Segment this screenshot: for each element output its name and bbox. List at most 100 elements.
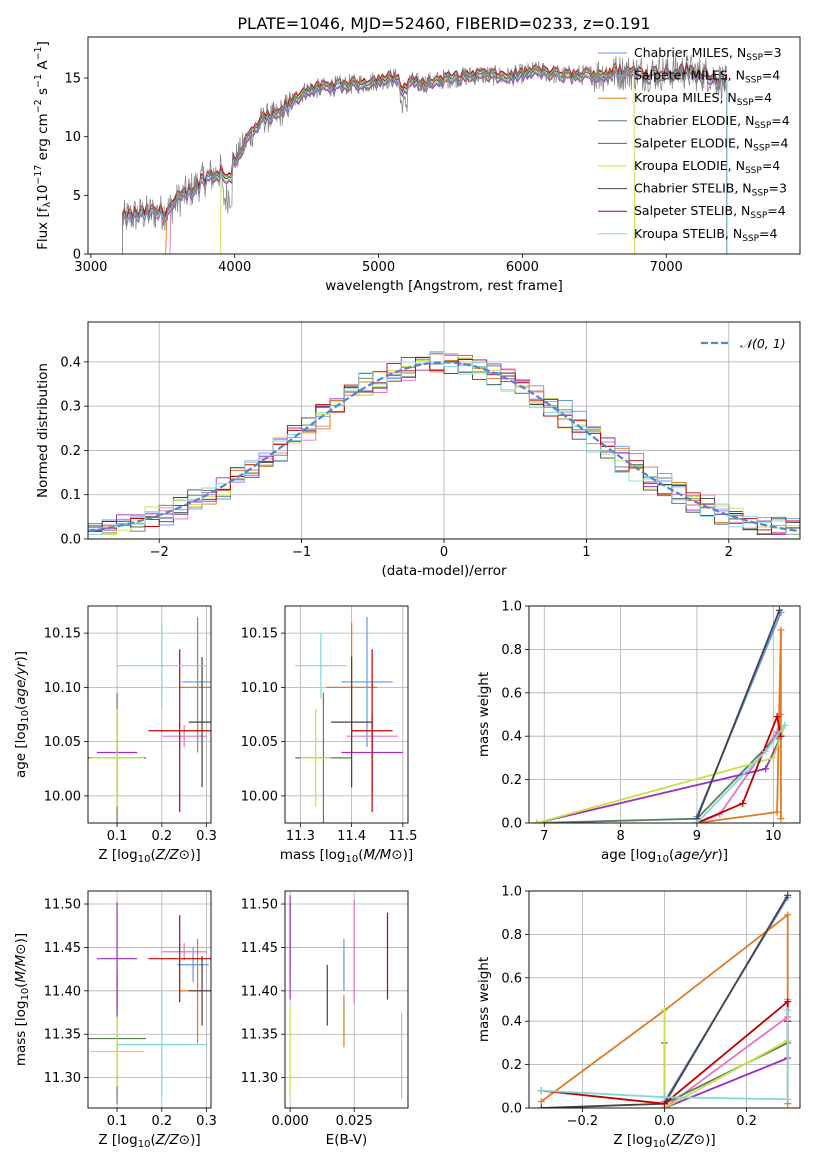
x-tick-label: 0.2 [736, 1114, 757, 1129]
x-tick-label: 0.3 [196, 829, 217, 844]
weight-series-line [663, 1010, 789, 1108]
x-tick-label: −0.2 [567, 1114, 599, 1129]
x-tick-label: 10 [765, 829, 782, 844]
axes-frame [528, 605, 801, 824]
x-tick-label: 6000 [506, 260, 539, 275]
y-tick-label: 10.15 [241, 627, 278, 642]
y-tick-label: 11.30 [44, 1071, 81, 1086]
y-tick-label: 11.40 [241, 984, 278, 999]
x-tick-label: 0.025 [336, 1114, 373, 1129]
x-tick-label: 4000 [218, 260, 251, 275]
y-tick-label: 10 [64, 130, 81, 145]
x-tick-label: 9 [693, 829, 701, 844]
y-tick-label: 10.05 [44, 735, 81, 750]
y-axis-label: Flux [fλ10−17 erg cm−2 s−1 A−1] [33, 41, 53, 250]
x-tick-label: 5000 [362, 260, 395, 275]
y-tick-label: 5 [73, 189, 81, 204]
x-tick-label: 7 [540, 829, 548, 844]
y-axis-label: mass weight [476, 672, 492, 757]
y-tick-label: 15 [64, 72, 81, 87]
weight-series-line [696, 629, 782, 823]
legend-entry: Chabrier STELIB, NSSP=3 [634, 181, 787, 199]
plot-area [289, 895, 403, 1100]
normal-legend-label: 𝒩(0, 1) [740, 336, 786, 351]
weight-series-line [696, 713, 782, 823]
y-tick-label: 0.0 [60, 533, 81, 548]
panel-mass_vs_EBV: 0.000 0.025 11.30 11.35 11.40 11.45 11.50 E(B-V… [241, 890, 409, 1148]
y-tick-label: 10.05 [241, 735, 278, 750]
x-tick-label: 1 [582, 545, 590, 560]
y-tick-label: 11.35 [241, 1028, 278, 1043]
y-tick-label: 10.00 [241, 789, 278, 804]
x-tick-label: −1 [292, 545, 311, 560]
x-axis-label: (data-model)/error [381, 563, 507, 579]
figure-title: PLATE=1046, MJD=52460, FIBERID=0233, z=0… [237, 14, 650, 33]
y-tick-label: 0.6 [501, 971, 522, 986]
panel-residuals: −2 −1 0 1 2 0.0 0.1 0.2 0.3 0.4 (data-model)/error… [35, 321, 801, 579]
y-tick-label: 11.50 [44, 898, 81, 913]
y-tick-label: 1.0 [501, 885, 522, 900]
x-axis-label: wavelength [Angstrom, rest frame] [325, 278, 563, 294]
weight-series-line [541, 1010, 789, 1101]
y-tick-label: 10.15 [44, 627, 81, 642]
plot-area [295, 616, 403, 823]
y-tick-label: 11.50 [241, 898, 278, 913]
x-axis-label: Z [log10(Z/Z⊙)] [98, 847, 200, 865]
plot-area [88, 351, 800, 536]
axes-frame [284, 890, 409, 1109]
y-tick-label: 10.10 [44, 681, 81, 696]
x-tick-label: 11.5 [388, 829, 417, 844]
panel-age_vs_Z: 0.1 0.2 0.3 10.00 10.05 10.10 10.15 age [log10(… [13, 605, 217, 865]
legend-entry: Salpeter ELODIE, NSSP=4 [634, 135, 789, 153]
x-tick-label: 0.3 [196, 1114, 217, 1129]
axes-frame [528, 890, 801, 1109]
x-tick-label: 0 [440, 545, 448, 560]
x-tick-label: 0.1 [107, 1114, 128, 1129]
x-tick-label: 0.2 [151, 1114, 172, 1129]
y-tick-label: 0.8 [501, 643, 522, 658]
x-axis-label: Z [log10(Z/Z⊙)] [613, 1132, 715, 1150]
y-axis-label: age [log10(age/yr)] [13, 651, 31, 778]
panel-weight_vs_Z: −0.2 0.0 0.2 0.0 0.2 0.4 0.6 0.8 1.0 mass weight Z… [476, 885, 801, 1150]
x-tick-label: 11.3 [286, 829, 315, 844]
legend-entry: Salpeter MILES, NSSP=4 [634, 68, 780, 86]
y-tick-label: 0.1 [60, 488, 81, 503]
x-axis-label: mass [log10(M/M⊙)] [280, 847, 413, 865]
y-tick-label: 0.3 [60, 400, 81, 415]
axes-frame [87, 605, 212, 824]
x-tick-label: 8 [616, 829, 624, 844]
x-tick-label: 0.2 [151, 829, 172, 844]
y-tick-label: 0.8 [501, 928, 522, 943]
y-tick-label: 0.4 [501, 730, 522, 745]
y-axis-label: Normed distribution [35, 363, 51, 498]
panel-weight_vs_age: 7 8 9 10 0.0 0.2 0.4 0.6 0.8 1.0 mass weight age [l… [476, 600, 801, 865]
legend-entry: Chabrier MILES, NSSP=3 [634, 45, 782, 63]
y-tick-label: 0.2 [501, 773, 522, 788]
plot-area [88, 616, 211, 823]
x-tick-label: 2 [725, 545, 733, 560]
x-tick-label: 0.1 [107, 829, 128, 844]
x-tick-label: 11.4 [337, 829, 366, 844]
y-axis-label: mass weight [476, 957, 492, 1042]
x-tick-label: −2 [150, 545, 169, 560]
legend-entry: Kroupa ELODIE, NSSP=4 [634, 158, 780, 176]
y-tick-label: 0.4 [501, 1015, 522, 1030]
plot-area [537, 891, 792, 1108]
y-tick-label: 0.4 [60, 355, 81, 370]
plot-area [88, 902, 211, 1104]
x-tick-label: 3000 [74, 260, 107, 275]
axes-frame [87, 890, 212, 1109]
axes-frame [284, 605, 409, 824]
panel-spectrum: 3000 4000 5000 6000 7000 0 5 10 15 wavelength [An… [33, 36, 801, 294]
spectrum-legend: Chabrier MILES, NSSP=3 Salpeter MILES, NS… [598, 45, 790, 244]
x-axis-label: E(B-V) [326, 1132, 368, 1148]
y-tick-label: 0.0 [501, 817, 522, 832]
legend-entry: Chabrier ELODIE, NSSP=4 [634, 113, 790, 131]
y-tick-label: 11.45 [44, 941, 81, 956]
y-tick-label: 0 [73, 248, 81, 263]
panel-mass_vs_Z: 0.1 0.2 0.3 11.30 11.35 11.40 11.45 11.50 mass [… [13, 890, 217, 1150]
axes-frame [87, 36, 801, 255]
